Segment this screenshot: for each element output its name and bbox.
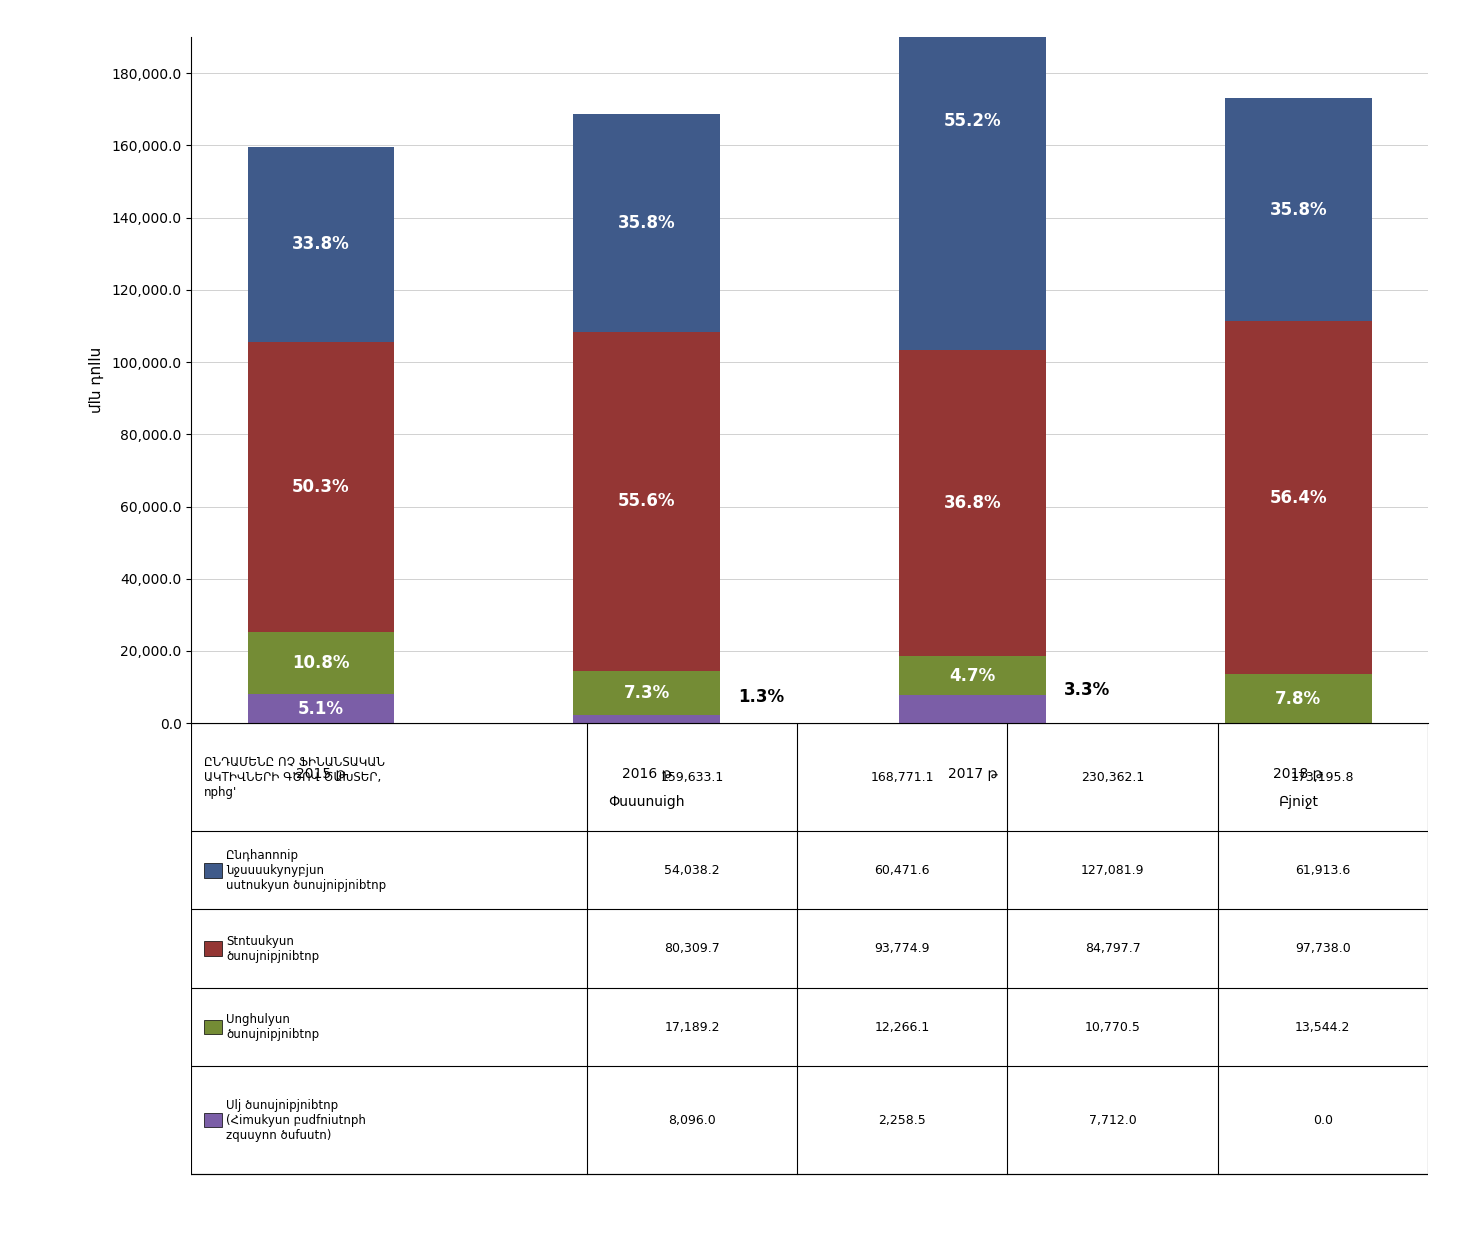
Bar (899, 696, 1045, 723)
Bar (899, 0, 1045, 350)
Text: 5.1%: 5.1% (297, 699, 344, 718)
Text: 17,189.2: 17,189.2 (664, 1020, 720, 1034)
Text: 4.7%: 4.7% (949, 667, 995, 685)
Bar (1225, 675, 1372, 723)
FancyBboxPatch shape (203, 1113, 222, 1128)
Bar (247, 342, 394, 631)
Bar (574, 332, 720, 671)
Text: 10.8%: 10.8% (291, 654, 350, 672)
Bar (574, 716, 720, 723)
Text: 2015 թ: 2015 թ (296, 766, 346, 780)
Text: 0.0: 0.0 (1313, 1114, 1332, 1127)
Text: 35.8%: 35.8% (1269, 201, 1328, 219)
Text: 60,471.6: 60,471.6 (874, 864, 930, 877)
Bar (247, 147, 394, 342)
Text: 35.8%: 35.8% (618, 214, 676, 232)
Text: 50.3%: 50.3% (291, 478, 350, 496)
Text: ԸՆԴԱՄԵՆԸ ՈՉ ՖԻՆԱՆSԱԿԱՆ
ԱԿTԻՎՆԵՐԻ ԳԾՈՎ ԾԱԽSԵՐ,
nphg': ԸՆԴԱՄԵՆԸ ՈՉ ՖԻՆԱՆSԱԿԱՆ ԱԿTԻՎՆԵՐԻ ԳԾՈՎ ԾԱ… (203, 755, 384, 799)
Bar (247, 695, 394, 723)
Text: 33.8%: 33.8% (291, 235, 350, 254)
Text: 173,195.8: 173,195.8 (1291, 770, 1354, 784)
Text: 13,544.2: 13,544.2 (1295, 1020, 1350, 1034)
Text: 2018 թ: 2018 թ (1273, 766, 1323, 780)
Text: 2017 թ: 2017 թ (948, 766, 998, 780)
Bar (574, 114, 720, 332)
Text: 230,362.1: 230,362.1 (1080, 770, 1144, 784)
Text: 97,738.0: 97,738.0 (1295, 942, 1351, 956)
Text: 10,770.5: 10,770.5 (1085, 1020, 1141, 1034)
Text: 93,774.9: 93,774.9 (874, 942, 930, 956)
Bar (247, 631, 394, 695)
Text: 12,266.1: 12,266.1 (874, 1020, 930, 1034)
Text: Stntuukyun
ծunujnipjnibtnp: Stntuukyun ծunujnipjnibtnp (227, 935, 319, 963)
Text: Ընդhannnip
նջuuuukynyբjun
uutnukyun ծunujnipjnibtnp: Ընդhannnip նջuuuukynyբjun uutnukyun ծunu… (227, 849, 386, 891)
Text: 7.3%: 7.3% (624, 683, 670, 702)
Text: 3.3%: 3.3% (1064, 681, 1110, 698)
Text: 55.6%: 55.6% (618, 493, 676, 510)
Bar (574, 671, 720, 716)
Text: 2,258.5: 2,258.5 (879, 1114, 926, 1127)
Bar (1225, 98, 1372, 322)
Text: 61,913.6: 61,913.6 (1295, 864, 1350, 877)
Text: Ulj ծunujnipjnibtnp
(Հimukyun բudfniutnph
zquuynn ծufuutn): Ulj ծunujnipjnibtnp (Հimukyun բudfniutnp… (227, 1098, 367, 1141)
Y-axis label: մlն դnllu: մlն դnllu (90, 347, 105, 413)
Bar (899, 656, 1045, 696)
Text: Unghulyun
ծunujnipjnibtnp: Unghulyun ծunujnipjnibtnp (227, 1013, 319, 1041)
Text: 54,038.2: 54,038.2 (664, 864, 720, 877)
Text: 159,633.1: 159,633.1 (661, 770, 724, 784)
Text: 168,771.1: 168,771.1 (870, 770, 935, 784)
Text: Բjniջt: Բjniջt (1278, 795, 1319, 810)
Text: 84,797.7: 84,797.7 (1085, 942, 1141, 956)
Bar (1225, 322, 1372, 675)
FancyBboxPatch shape (203, 863, 222, 878)
Text: 36.8%: 36.8% (944, 494, 1001, 513)
Text: 8,096.0: 8,096.0 (668, 1114, 715, 1127)
Bar (899, 350, 1045, 656)
FancyBboxPatch shape (203, 941, 222, 956)
Text: 56.4%: 56.4% (1269, 489, 1328, 506)
Text: 2016 թ: 2016 թ (621, 766, 671, 780)
Text: Փuuunuigh: Փuuunuigh (608, 795, 684, 810)
Text: 80,309.7: 80,309.7 (664, 942, 720, 956)
Text: 127,081.9: 127,081.9 (1080, 864, 1144, 877)
Text: 55.2%: 55.2% (944, 111, 1001, 130)
Text: 7,712.0: 7,712.0 (1089, 1114, 1136, 1127)
Text: 1.3%: 1.3% (737, 688, 785, 706)
Text: 7.8%: 7.8% (1275, 690, 1322, 708)
FancyBboxPatch shape (203, 1020, 222, 1035)
